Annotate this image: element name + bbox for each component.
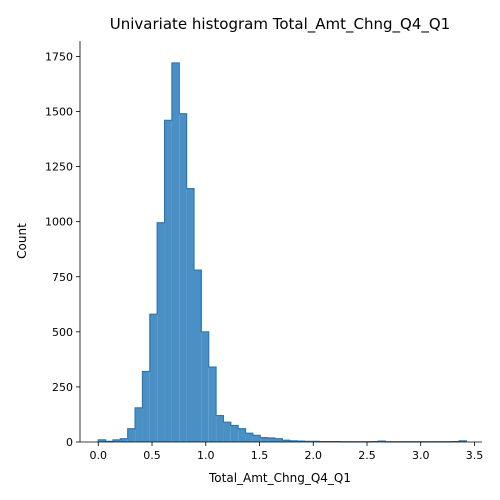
histogram-bar [142,371,150,442]
histogram-bar [208,367,217,442]
x-tick-label: 2.5 [358,449,376,462]
y-tick-label: 1500 [45,106,73,119]
x-tick-label: 2.0 [304,449,322,462]
y-axis-ticks: 0 250 500 750 1000 1250 1500 1750 [45,50,80,449]
histogram-bar [186,188,194,442]
histogram-bar [120,438,128,442]
chart-title: Univariate histogram Total_Amt_Chng_Q4_Q… [110,15,450,34]
histogram-bar [230,425,239,442]
y-tick-label: 250 [52,381,73,394]
x-tick-label: 0.0 [90,449,108,462]
histogram-bar [98,439,106,442]
histogram-bar [112,439,121,442]
y-tick-label: 500 [52,326,73,339]
histogram-bar [149,314,158,442]
y-axis-label: Count [15,223,29,259]
y-tick-label: 1000 [45,216,73,229]
histogram-bar [238,428,246,442]
histogram-bar [193,270,202,442]
x-tick-label: 1.0 [197,449,215,462]
x-tick-label: 3.0 [412,449,430,462]
histogram-bar [245,433,253,442]
x-axis-label: Total_Amt_Chng_Q4_Q1 [208,471,351,485]
x-tick-label: 3.5 [466,449,484,462]
y-tick-label: 0 [66,436,73,449]
y-tick-label: 1750 [45,50,73,63]
histogram-bar [157,222,165,442]
histogram-bar [267,438,275,442]
histogram-bar [171,63,180,443]
histogram-bar [252,435,261,442]
x-tick-label: 0.5 [143,449,161,462]
y-tick-label: 750 [52,271,73,284]
y-tick-label: 1250 [45,161,73,174]
histogram-bar [223,422,231,442]
histogram-bar [201,331,209,442]
histogram-bar [135,407,143,442]
histogram-bars [98,63,467,443]
histogram-bar [179,113,187,442]
histogram-bar [127,428,136,442]
x-axis-ticks: 0.0 0.5 1.0 1.5 2.0 2.5 3.0 3.5 [90,442,484,462]
histogram-bar [282,440,290,442]
histogram-bar [260,437,268,442]
x-tick-label: 1.5 [251,449,269,462]
histogram-bar [216,415,224,442]
histogram-bar [164,120,172,443]
histogram-bar [274,438,283,442]
histogram-outline [97,62,468,443]
